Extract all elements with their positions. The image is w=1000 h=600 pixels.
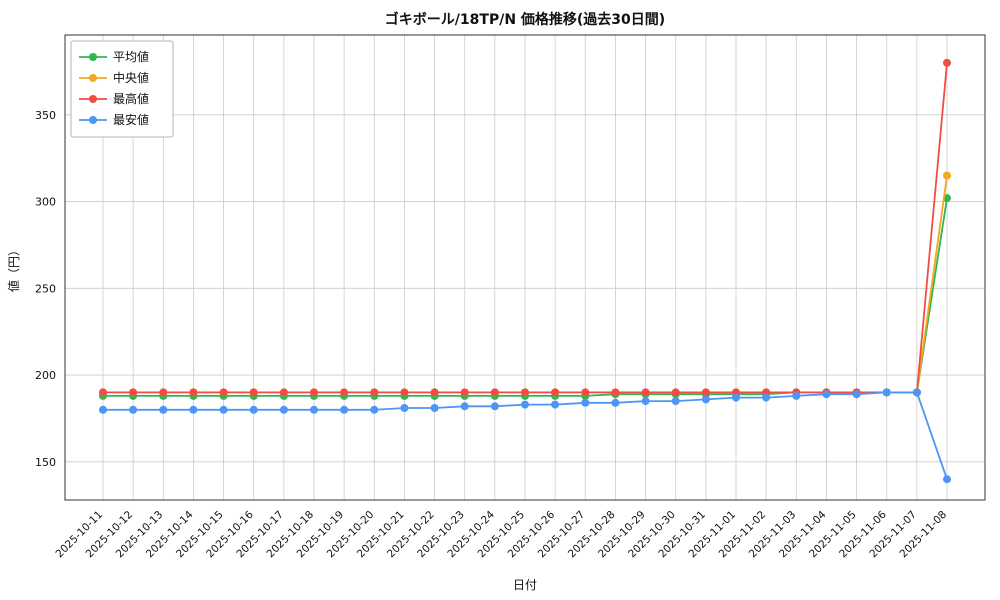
series-marker-最高値[interactable] [310,388,318,397]
series-marker-最安値[interactable] [641,397,650,406]
series-marker-最安値[interactable] [852,390,861,399]
series-marker-最高値[interactable] [701,388,710,397]
legend-marker-sample [89,95,97,103]
series-marker-最安値[interactable] [129,405,138,414]
series-marker-最高値[interactable] [279,388,288,397]
y-tick-label: 250 [35,282,56,295]
series-marker-中央値[interactable] [943,171,951,180]
series-marker-最安値[interactable] [822,390,831,399]
series-marker-最安値[interactable] [701,395,710,404]
series-marker-最高値[interactable] [641,388,650,397]
series-marker-最安値[interactable] [490,402,499,411]
series-marker-最安値[interactable] [279,405,288,414]
series-marker-最高値[interactable] [249,388,258,397]
series-marker-最高値[interactable] [943,58,951,67]
series-marker-最高値[interactable] [99,388,107,397]
series-marker-最安値[interactable] [219,405,228,414]
series-marker-最安値[interactable] [792,391,801,400]
series-marker-最高値[interactable] [460,388,469,397]
series-marker-最安値[interactable] [762,393,771,402]
y-tick-label: 350 [35,109,56,122]
legend-label: 平均値 [113,49,149,64]
series-marker-最安値[interactable] [370,405,379,414]
legend-marker-sample [89,74,97,82]
series-marker-最安値[interactable] [611,398,620,407]
y-tick-label: 200 [35,369,56,382]
legend-label: 最安値 [113,112,149,127]
series-marker-最高値[interactable] [189,388,198,397]
legend-label: 最高値 [113,91,149,106]
series-marker-最高値[interactable] [551,388,560,397]
series-marker-最安値[interactable] [882,388,891,397]
series-marker-最高値[interactable] [490,388,499,397]
series-marker-最安値[interactable] [912,388,921,397]
series-marker-最安値[interactable] [159,405,168,414]
series-marker-最安値[interactable] [671,397,680,406]
axes-border [64,34,986,501]
series-marker-最安値[interactable] [732,393,740,402]
legend-marker-sample [89,116,97,124]
legend-marker-sample [89,53,97,61]
series-marker-最高値[interactable] [370,388,379,397]
series-marker-最安値[interactable] [189,405,198,414]
series-marker-最安値[interactable] [340,405,349,414]
legend-box [70,40,174,138]
plot-series-group: 1502002503003502025-10-112025-10-122025-… [35,34,986,560]
series-marker-最高値[interactable] [581,388,590,397]
y-axis-label: 値（円） [6,244,21,292]
legend-label: 中央値 [113,70,149,85]
series-marker-最安値[interactable] [943,475,951,484]
series-marker-最安値[interactable] [430,404,439,412]
series-marker-最安値[interactable] [249,405,258,414]
series-marker-最高値[interactable] [159,388,168,397]
series-marker-最安値[interactable] [310,405,318,414]
series-marker-最高値[interactable] [671,388,680,397]
series-marker-最安値[interactable] [460,402,469,411]
series-marker-最高値[interactable] [219,388,228,397]
series-marker-最高値[interactable] [400,388,409,397]
series-marker-最安値[interactable] [551,400,560,409]
chart-title: ゴキボール/18TP/N 価格推移(過去30日間) [385,11,665,28]
series-marker-最高値[interactable] [611,388,620,397]
series-marker-最安値[interactable] [400,404,409,412]
y-tick-label: 300 [35,196,56,209]
series-marker-最高値[interactable] [129,388,138,397]
series-marker-最高値[interactable] [340,388,349,397]
series-marker-最安値[interactable] [521,400,529,409]
x-axis-label: 日付 [513,578,537,592]
y-tick-label: 150 [35,456,56,469]
series-marker-最安値[interactable] [99,405,107,414]
series-marker-最高値[interactable] [521,388,529,397]
series-marker-最高値[interactable] [430,388,439,397]
series-marker-最安値[interactable] [581,398,590,407]
